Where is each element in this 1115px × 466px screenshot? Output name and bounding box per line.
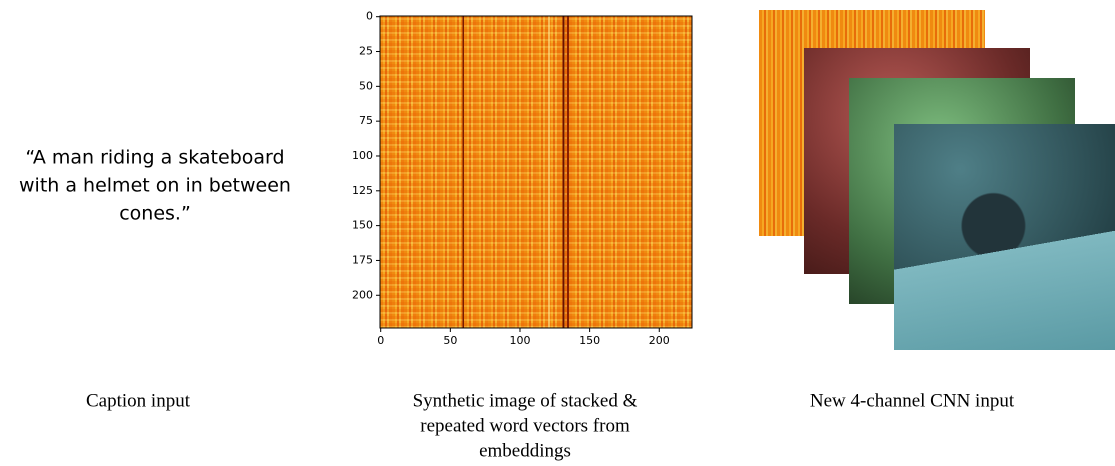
x-tick-label: 150 (579, 334, 600, 347)
x-tick-label: 200 (649, 334, 670, 347)
label: embeddings (479, 440, 571, 461)
y-tick-label: 100 (352, 149, 373, 162)
caption-line: cones.” (119, 203, 191, 225)
y-tick-label: 125 (352, 184, 373, 197)
caption-line: “A man riding a skateboard (25, 147, 284, 169)
y-tick-label: 150 (352, 219, 373, 232)
x-tick-label: 100 (509, 334, 530, 347)
y-tick-label: 25 (359, 45, 373, 58)
label: Synthetic image of stacked & (413, 390, 638, 411)
caption-line: with a helmet on in between (19, 175, 291, 197)
label: Caption input (86, 390, 191, 411)
x-tick-label: 50 (443, 334, 457, 347)
heatmap-frame (379, 15, 693, 329)
x-tick-label: 0 (377, 334, 384, 347)
y-tick-label: 0 (366, 10, 373, 23)
y-tick-label: 200 (352, 288, 373, 301)
y-tick-label: 50 (359, 79, 373, 92)
y-tick-label: 175 (352, 253, 373, 266)
heatmap-image (380, 16, 692, 328)
blue-channel (894, 124, 1115, 350)
label: repeated word vectors from (420, 415, 630, 436)
label: New 4-channel CNN input (810, 390, 1015, 411)
y-tick-label: 75 (359, 114, 373, 127)
